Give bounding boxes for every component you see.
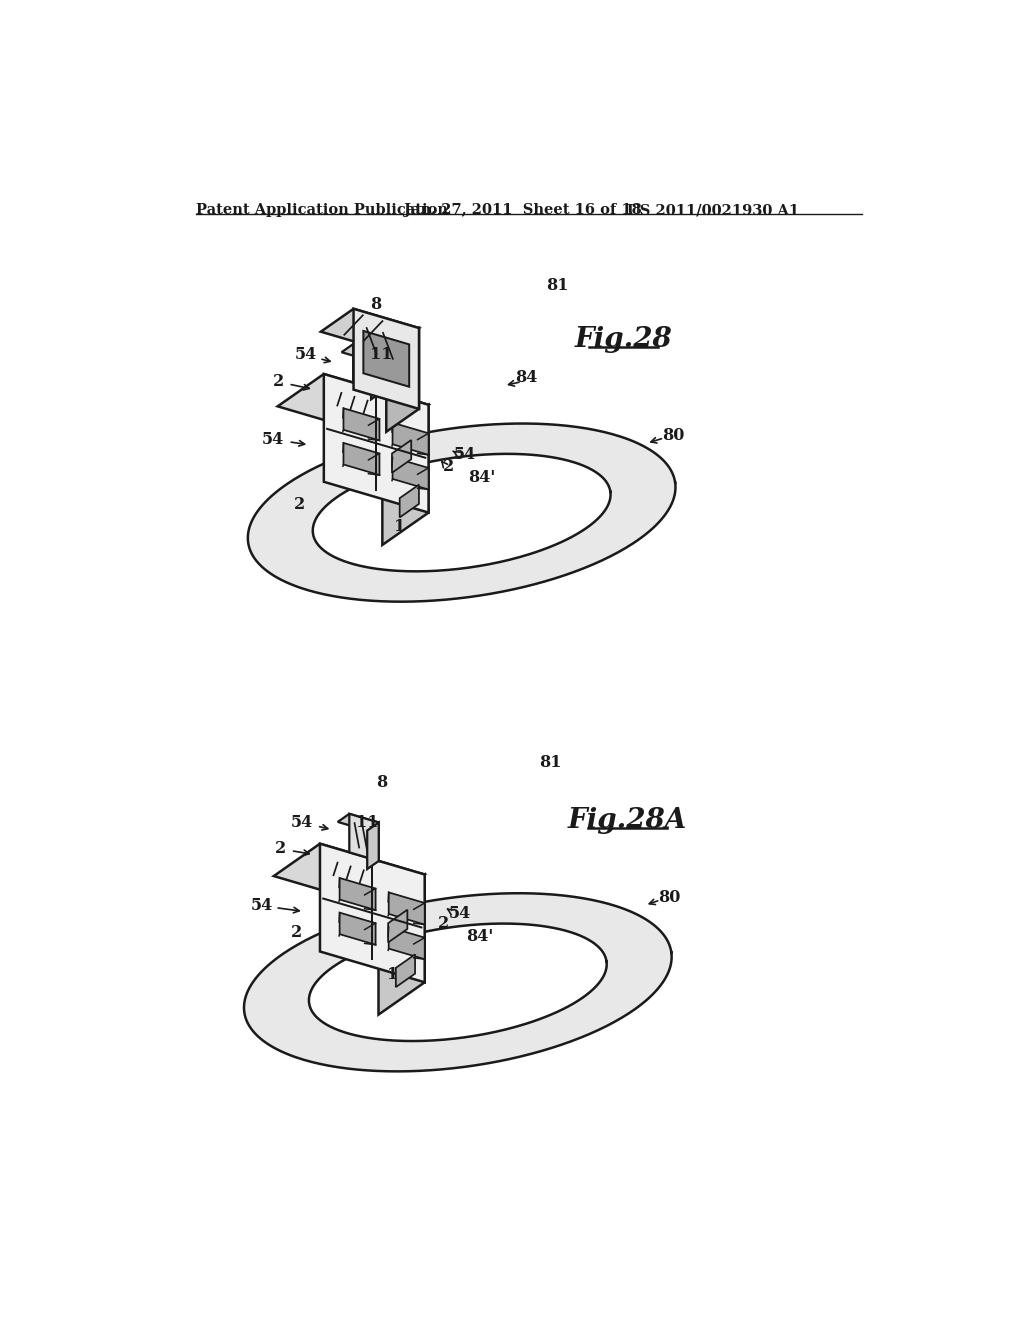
Polygon shape (324, 374, 429, 512)
Polygon shape (353, 345, 383, 391)
Polygon shape (392, 457, 429, 490)
Polygon shape (342, 345, 383, 360)
Polygon shape (392, 440, 412, 473)
Text: 2: 2 (291, 924, 302, 941)
Polygon shape (392, 422, 429, 455)
Polygon shape (319, 843, 425, 982)
Polygon shape (379, 874, 425, 1015)
Polygon shape (396, 954, 415, 987)
Polygon shape (349, 814, 379, 861)
Polygon shape (343, 408, 380, 441)
Text: 11: 11 (356, 813, 379, 830)
Polygon shape (248, 424, 676, 602)
Polygon shape (364, 331, 410, 387)
Text: 54: 54 (449, 904, 471, 921)
Text: 54: 54 (262, 430, 284, 447)
Polygon shape (338, 814, 379, 830)
Text: 1: 1 (387, 966, 398, 983)
Polygon shape (389, 892, 425, 924)
Text: 54: 54 (291, 813, 313, 830)
Text: Jan. 27, 2011  Sheet 16 of 18: Jan. 27, 2011 Sheet 16 of 18 (403, 203, 642, 216)
Text: US 2011/0021930 A1: US 2011/0021930 A1 (628, 203, 800, 216)
Text: 8: 8 (370, 296, 381, 313)
Text: 81: 81 (547, 277, 569, 294)
Text: Patent Application Publication: Patent Application Publication (196, 203, 449, 216)
Text: 84: 84 (515, 370, 538, 387)
Polygon shape (278, 374, 429, 437)
Text: 54: 54 (454, 446, 476, 463)
Polygon shape (371, 352, 383, 400)
Text: 2: 2 (443, 458, 455, 475)
Text: 80: 80 (658, 890, 680, 906)
Polygon shape (273, 843, 425, 907)
Polygon shape (388, 909, 408, 942)
Text: 2: 2 (438, 915, 450, 932)
Polygon shape (353, 309, 419, 409)
Polygon shape (321, 309, 419, 351)
Text: 84': 84' (466, 928, 494, 945)
Text: 1: 1 (394, 517, 406, 535)
Polygon shape (368, 822, 379, 869)
Polygon shape (386, 329, 419, 432)
Text: 84': 84' (468, 470, 495, 487)
Text: 2: 2 (294, 496, 305, 513)
Text: 54: 54 (295, 346, 317, 363)
Text: 54: 54 (251, 896, 273, 913)
Polygon shape (312, 454, 610, 572)
Text: Fig.28A: Fig.28A (567, 807, 687, 834)
Polygon shape (340, 878, 376, 909)
Polygon shape (244, 894, 672, 1072)
Polygon shape (399, 484, 419, 517)
Text: 8: 8 (376, 774, 387, 791)
Text: 80: 80 (662, 428, 684, 444)
Text: 2: 2 (272, 374, 284, 391)
Polygon shape (389, 927, 425, 960)
Text: Fig.28: Fig.28 (574, 326, 672, 352)
Polygon shape (382, 405, 429, 545)
Polygon shape (343, 444, 380, 475)
Polygon shape (309, 924, 606, 1041)
Text: 11: 11 (370, 346, 392, 363)
Text: 2: 2 (275, 840, 287, 857)
Polygon shape (340, 912, 376, 945)
Text: 81: 81 (539, 754, 561, 771)
